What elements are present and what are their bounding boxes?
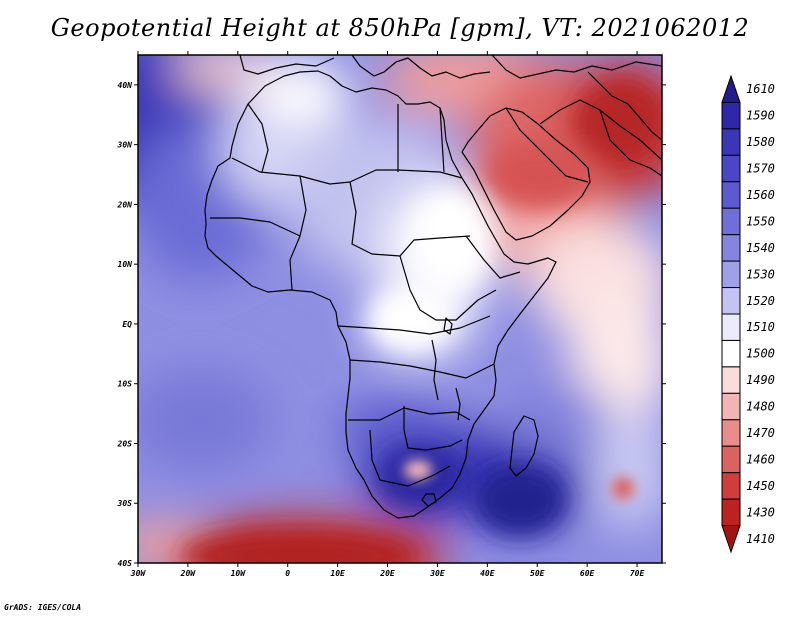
colorbar-label: 1520 [746, 294, 775, 308]
y-tick-label: 20S [117, 439, 133, 448]
x-tick-label: 30W [130, 569, 147, 578]
colorbar-swatch [721, 287, 741, 315]
x-tick-label: 50E [530, 569, 545, 578]
x-tick-label: 20E [379, 569, 395, 578]
colorbar-swatch [721, 498, 741, 527]
colorbar-label: 1570 [746, 162, 775, 176]
colorbar-swatch [721, 234, 741, 262]
colorbar-label: 1580 [746, 135, 775, 149]
colorbar-label: 1590 [746, 109, 775, 123]
colorbar-swatch [721, 445, 741, 474]
x-tick-label: 60E [580, 569, 595, 578]
x-tick-label: 10E [330, 569, 345, 578]
colorbar-label: 1480 [746, 400, 775, 414]
y-axis: 40N 30N 20N 10N EQ 10S 20S 30S 40S [117, 81, 666, 568]
colorbar-swatch [721, 181, 741, 209]
x-tick-label: 20W [180, 569, 197, 578]
colorbar-swatch [721, 207, 741, 236]
colorbar-swatch [721, 339, 741, 368]
colorbar-label: 1410 [746, 532, 775, 546]
colorbar-swatch [721, 101, 741, 130]
x-tick-label: 40E [480, 569, 495, 578]
height-field [138, 55, 662, 563]
x-tick-label: 0 [285, 569, 290, 578]
y-tick-label: 10N [118, 260, 133, 269]
colorbar-label: 1540 [746, 241, 775, 255]
credit-text: GrADS: IGES/COLA [4, 603, 82, 612]
colorbar-top-arrow [721, 74, 741, 103]
colorbar-label: 1450 [746, 479, 775, 493]
colorbar-swatch [721, 128, 741, 156]
colorbar-swatch [721, 472, 741, 500]
colorbar-bottom-arrow [721, 525, 741, 554]
colorbar-label: 1510 [746, 320, 775, 334]
y-tick-label: 30N [117, 141, 133, 150]
colorbar-swatch [721, 260, 741, 289]
colorbar-label: 1490 [746, 373, 775, 387]
x-tick-label: 30E [429, 569, 445, 578]
x-axis: 30W 20W 10W 0 10E 20E 30E 40E 50E 60E 70E [130, 51, 645, 578]
colorbar-swatch [721, 366, 741, 394]
x-tick-label: 10W [231, 569, 247, 578]
y-tick-label: 40S [118, 559, 133, 568]
y-tick-label: EQ [122, 320, 132, 329]
colorbar-label: 1460 [746, 452, 775, 466]
colorbar: 1610 1590 1580 1570 1560 1550 1540 1530 1520 1510… [721, 74, 775, 554]
colorbar-label: 1430 [746, 505, 775, 519]
colorbar-label: 1560 [746, 188, 775, 202]
map-frame [137, 54, 663, 564]
colorbar-label: 1530 [746, 267, 775, 281]
y-tick-label: 40N [118, 81, 133, 90]
colorbar-swatch [721, 392, 741, 421]
x-tick-label: 70E [630, 569, 645, 578]
colorbar-label: 1550 [746, 214, 775, 228]
y-tick-label: 10S [118, 380, 133, 389]
map-title: Geopotential Height at 850hPa [gpm], VT:… [50, 14, 750, 42]
colorbar-label: 1610 [746, 82, 775, 96]
colorbar-label: 1470 [746, 426, 775, 440]
colorbar-swatch [721, 154, 741, 183]
colorbar-swatch [721, 313, 741, 341]
y-tick-label: 30S [117, 499, 133, 508]
colorbar-label: 1500 [746, 347, 775, 361]
colorbar-swatch [721, 419, 741, 447]
y-tick-label: 20N [117, 200, 133, 209]
